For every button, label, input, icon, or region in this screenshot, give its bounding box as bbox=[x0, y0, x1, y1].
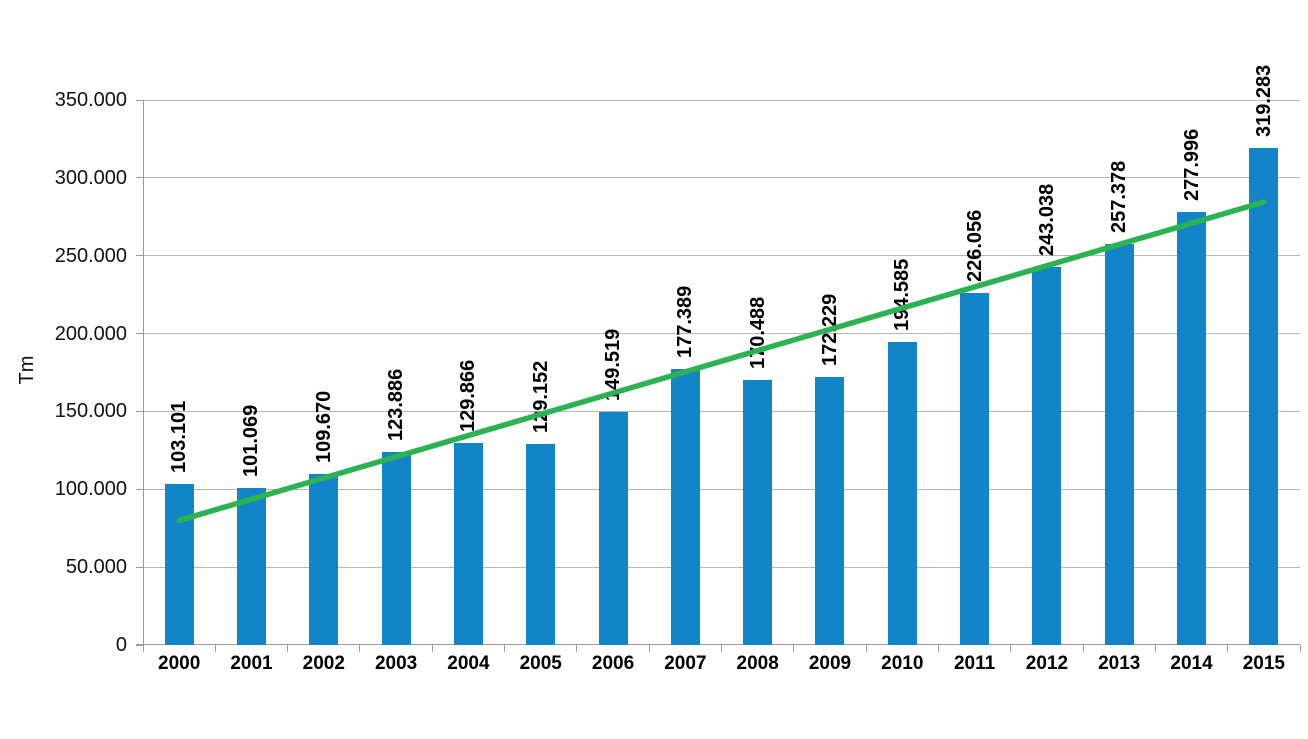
bar-value-label: 257.378 bbox=[1108, 160, 1131, 234]
bar bbox=[526, 443, 556, 645]
bar bbox=[1032, 266, 1062, 645]
bar-value-label: 109.670 bbox=[312, 390, 335, 464]
x-axis-tick bbox=[1082, 645, 1084, 652]
bar bbox=[1177, 212, 1207, 645]
bar bbox=[453, 442, 483, 645]
bar bbox=[164, 484, 194, 645]
bar-value-label: 226.056 bbox=[963, 209, 986, 282]
x-axis-tick bbox=[1010, 645, 1012, 652]
x-tick-label: 2010 bbox=[881, 653, 924, 674]
y-tick-label: 0 bbox=[115, 634, 127, 656]
y-tick-label: 100.000 bbox=[54, 478, 127, 501]
bar bbox=[670, 368, 700, 645]
bar bbox=[309, 474, 339, 645]
bar-value-label: 129.152 bbox=[529, 360, 552, 433]
x-tick-label: 2003 bbox=[374, 653, 418, 674]
x-tick-label: 2000 bbox=[158, 653, 201, 674]
x-axis-tick bbox=[431, 645, 433, 652]
bar-value-label: 243.038 bbox=[1035, 183, 1058, 256]
bar bbox=[598, 412, 628, 645]
bar-value-label: 177.389 bbox=[674, 285, 697, 358]
x-axis-tick bbox=[1227, 645, 1229, 652]
bar-value-label: 194.585 bbox=[891, 258, 914, 331]
x-axis-tick bbox=[214, 645, 216, 652]
x-tick-label: 2004 bbox=[447, 653, 490, 674]
x-axis-tick bbox=[793, 645, 795, 652]
y-tick-label: 150.000 bbox=[54, 400, 127, 423]
x-tick-label: 2007 bbox=[664, 653, 707, 674]
x-tick-label: 2006 bbox=[591, 653, 635, 674]
bar-value-label: 123.886 bbox=[385, 368, 408, 442]
x-tick-label: 2005 bbox=[519, 653, 562, 674]
bar-value-label: 103.101 bbox=[168, 401, 191, 474]
bar bbox=[815, 376, 845, 645]
x-tick-label: 2001 bbox=[230, 653, 273, 674]
bar bbox=[887, 342, 917, 645]
x-axis-tick bbox=[937, 645, 939, 652]
bar bbox=[1104, 244, 1134, 645]
x-tick-label: 2011 bbox=[953, 653, 996, 674]
bar-value-label: 319.283 bbox=[1252, 64, 1275, 137]
y-axis-tick bbox=[136, 644, 144, 646]
x-axis-tick bbox=[721, 645, 722, 652]
x-tick-label: 2009 bbox=[808, 653, 852, 674]
x-axis-tick bbox=[142, 645, 144, 652]
y-axis-tick bbox=[136, 488, 144, 490]
gridline bbox=[143, 177, 1300, 179]
y-tick-label: 200.000 bbox=[54, 322, 127, 345]
x-axis-tick bbox=[865, 645, 867, 652]
x-tick-label: 2002 bbox=[302, 653, 345, 674]
x-axis-tick bbox=[648, 645, 650, 652]
y-axis-tick bbox=[136, 333, 144, 335]
x-tick-label: 2014 bbox=[1170, 653, 1213, 674]
bar-value-label: 129.866 bbox=[457, 359, 480, 432]
x-axis-tick bbox=[287, 645, 289, 652]
x-axis-tick bbox=[1299, 645, 1301, 652]
gridline bbox=[143, 566, 1300, 568]
y-axis-tick bbox=[136, 410, 144, 412]
x-axis-tick bbox=[504, 645, 506, 652]
y-tick-label: 350.000 bbox=[54, 89, 127, 111]
x-axis-tick bbox=[359, 645, 361, 652]
bar-value-label: 149.519 bbox=[602, 328, 625, 402]
x-tick-label: 2008 bbox=[736, 653, 779, 674]
bar-value-label: 277.996 bbox=[1180, 128, 1203, 202]
bar bbox=[381, 452, 411, 645]
y-axis-tick bbox=[136, 99, 144, 101]
x-tick-label: 2013 bbox=[1098, 653, 1141, 674]
x-tick-label: 2012 bbox=[1025, 653, 1069, 674]
x-tick-label: 2015 bbox=[1242, 653, 1285, 674]
bar-value-label: 101.069 bbox=[240, 404, 263, 477]
y-tick-label: 300.000 bbox=[54, 166, 127, 189]
bar bbox=[743, 379, 773, 645]
y-axis-tick bbox=[136, 566, 144, 568]
x-axis-tick bbox=[1154, 645, 1156, 652]
y-tick-label: 50.000 bbox=[65, 556, 127, 579]
y-axis-tick bbox=[136, 255, 144, 257]
gridline bbox=[143, 99, 1300, 101]
y-tick-label: 250.000 bbox=[54, 244, 127, 267]
x-axis-tick bbox=[576, 645, 578, 652]
bar bbox=[236, 487, 266, 645]
bar-value-label: 170.488 bbox=[746, 296, 769, 369]
y-axis-line bbox=[143, 100, 144, 652]
bar bbox=[1249, 147, 1279, 645]
bar-value-label: 172.229 bbox=[818, 293, 841, 366]
trendline bbox=[176, 199, 1267, 524]
y-axis-tick bbox=[136, 177, 144, 179]
bar bbox=[960, 292, 990, 645]
x-axis-line bbox=[136, 644, 1300, 645]
